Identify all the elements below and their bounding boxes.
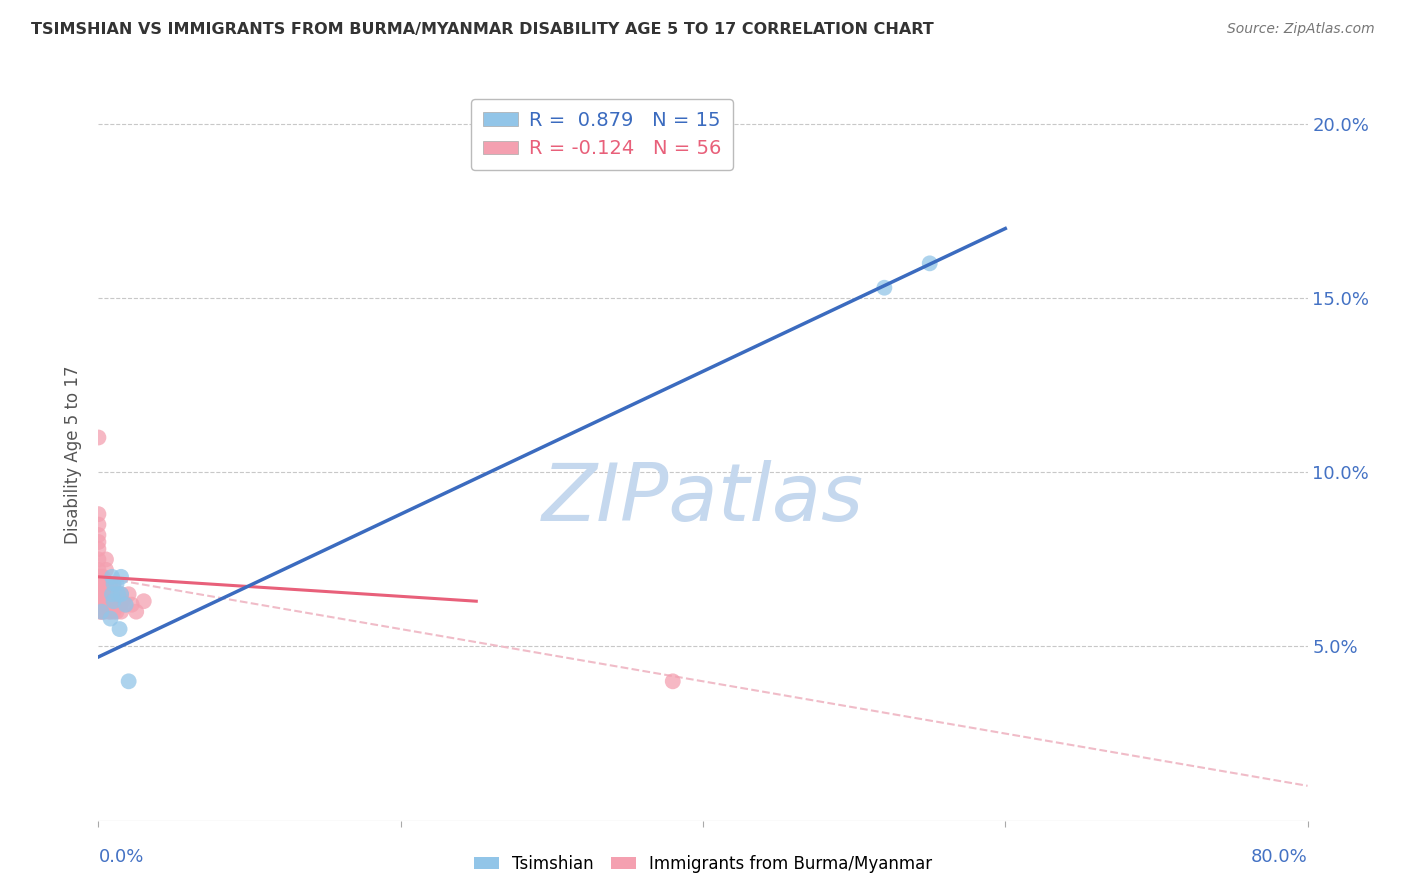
Point <box>103 594 125 608</box>
Point <box>100 594 122 608</box>
Point <box>87 430 110 444</box>
Text: Source: ZipAtlas.com: Source: ZipAtlas.com <box>1227 22 1375 37</box>
Point <box>93 576 115 591</box>
Point <box>96 598 118 612</box>
Text: 0.0%: 0.0% <box>98 848 143 866</box>
Point <box>100 612 122 626</box>
Point <box>87 570 110 584</box>
Point <box>96 587 118 601</box>
Point <box>87 563 110 577</box>
Point <box>90 605 112 619</box>
Point <box>87 535 110 549</box>
Point <box>91 594 114 608</box>
Point <box>94 576 117 591</box>
Point <box>91 583 114 598</box>
Point <box>100 605 122 619</box>
Point <box>90 570 112 584</box>
Legend: Tsimshian, Immigrants from Burma/Myanmar: Tsimshian, Immigrants from Burma/Myanmar <box>467 848 939 880</box>
Point <box>107 594 129 608</box>
Point <box>89 605 111 619</box>
Point <box>91 570 114 584</box>
Point <box>108 598 131 612</box>
Point <box>101 587 124 601</box>
Point <box>108 622 131 636</box>
Point <box>105 576 128 591</box>
Point <box>101 598 124 612</box>
Point <box>118 674 141 689</box>
Point <box>101 587 124 601</box>
Point <box>98 605 121 619</box>
Point <box>118 587 141 601</box>
Point <box>98 594 121 608</box>
Point <box>93 594 115 608</box>
Point <box>90 605 112 619</box>
Point <box>125 605 148 619</box>
Y-axis label: Disability Age 5 to 17: Disability Age 5 to 17 <box>65 366 83 544</box>
Point <box>114 598 136 612</box>
Point <box>87 541 110 556</box>
Point <box>103 594 125 608</box>
Legend: R =  0.879   N = 15, R = -0.124   N = 56: R = 0.879 N = 15, R = -0.124 N = 56 <box>471 99 734 170</box>
Point <box>121 598 143 612</box>
Point <box>107 587 129 601</box>
Point <box>94 552 117 566</box>
Point <box>104 587 127 601</box>
Point <box>661 674 683 689</box>
Point <box>100 576 122 591</box>
Point <box>105 605 128 619</box>
Point <box>110 587 132 601</box>
Point <box>93 605 115 619</box>
Point <box>101 570 124 584</box>
Point <box>89 576 111 591</box>
Point <box>90 583 112 598</box>
Point <box>98 583 121 598</box>
Point <box>110 570 132 584</box>
Point <box>94 563 117 577</box>
Point <box>103 605 125 619</box>
Point <box>90 594 112 608</box>
Text: TSIMSHIAN VS IMMIGRANTS FROM BURMA/MYANMAR DISABILITY AGE 5 TO 17 CORRELATION CH: TSIMSHIAN VS IMMIGRANTS FROM BURMA/MYANM… <box>31 22 934 37</box>
Point <box>91 605 114 619</box>
Text: 80.0%: 80.0% <box>1251 848 1308 866</box>
Point <box>87 517 110 532</box>
Point <box>89 594 111 608</box>
Point <box>87 528 110 542</box>
Point <box>132 594 155 608</box>
Point <box>873 281 896 295</box>
Point <box>87 507 110 521</box>
Point <box>103 576 125 591</box>
Point <box>110 587 132 601</box>
Point <box>87 552 110 566</box>
Point <box>94 598 117 612</box>
Point <box>87 587 110 601</box>
Point <box>918 256 941 270</box>
Point <box>94 587 117 601</box>
Point <box>110 605 132 619</box>
Point <box>114 598 136 612</box>
Point <box>104 598 127 612</box>
Point <box>103 576 125 591</box>
Text: ZIPatlas: ZIPatlas <box>541 459 865 538</box>
Point <box>111 594 134 608</box>
